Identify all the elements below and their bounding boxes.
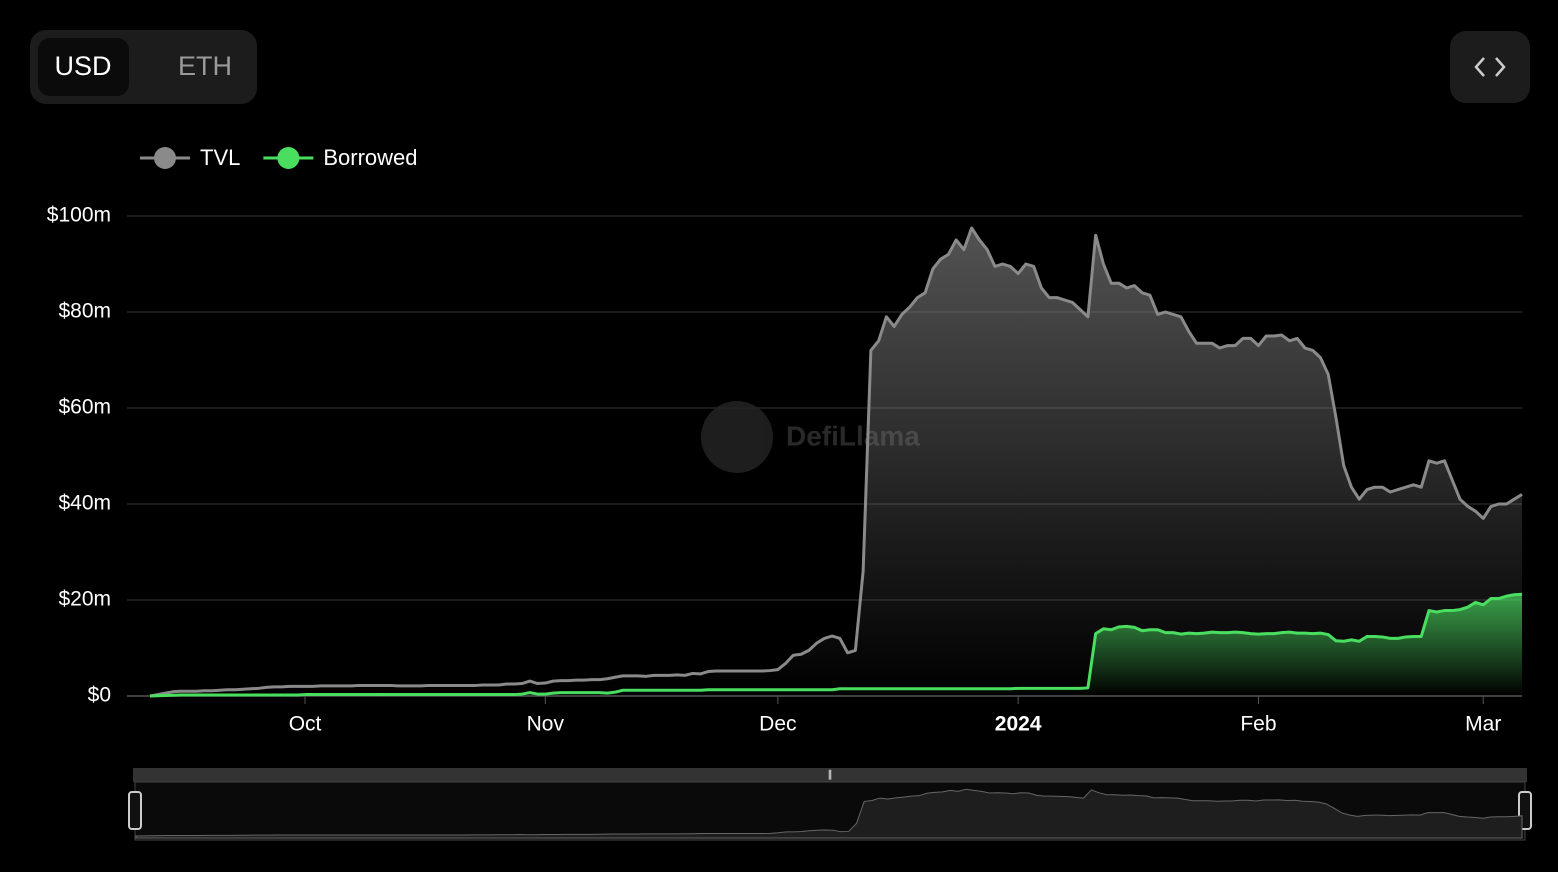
legend-marker bbox=[277, 147, 300, 169]
navigator-line bbox=[135, 788, 1523, 839]
embed-icon bbox=[1474, 57, 1506, 77]
navigator-grip: ∥ bbox=[828, 770, 833, 781]
navigator-bar[interactable] bbox=[133, 768, 1527, 782]
navigator-handle[interactable] bbox=[128, 791, 142, 830]
legend-marker bbox=[154, 147, 176, 169]
area bbox=[150, 228, 1522, 696]
y-tick-label: $100m bbox=[47, 204, 111, 227]
legend-label[interactable]: TVL bbox=[200, 145, 240, 170]
y-tick-label: $0 bbox=[88, 684, 111, 707]
line bbox=[149, 592, 1523, 698]
x-tick-label: Oct bbox=[289, 713, 322, 736]
y-tick-label: $40m bbox=[58, 492, 111, 515]
toggle-eth[interactable]: ETH bbox=[178, 51, 232, 81]
y-tick-label: $60m bbox=[58, 396, 111, 419]
y-tick-label: $20m bbox=[58, 588, 111, 611]
x-tick-label: Nov bbox=[527, 713, 565, 736]
x-tick-label: Dec bbox=[759, 713, 796, 736]
line bbox=[149, 226, 1523, 698]
area bbox=[150, 594, 1522, 696]
toggle-usd[interactable]: USD bbox=[54, 51, 111, 81]
x-tick-label: 2024 bbox=[995, 713, 1042, 736]
y-tick-label: $80m bbox=[58, 300, 111, 323]
toggle-active[interactable] bbox=[38, 38, 129, 96]
x-tick-label: Feb bbox=[1240, 713, 1276, 736]
x-tick-label: Mar bbox=[1465, 713, 1501, 736]
legend-label[interactable]: Borrowed bbox=[323, 145, 417, 170]
embed-button[interactable] bbox=[1450, 31, 1530, 103]
